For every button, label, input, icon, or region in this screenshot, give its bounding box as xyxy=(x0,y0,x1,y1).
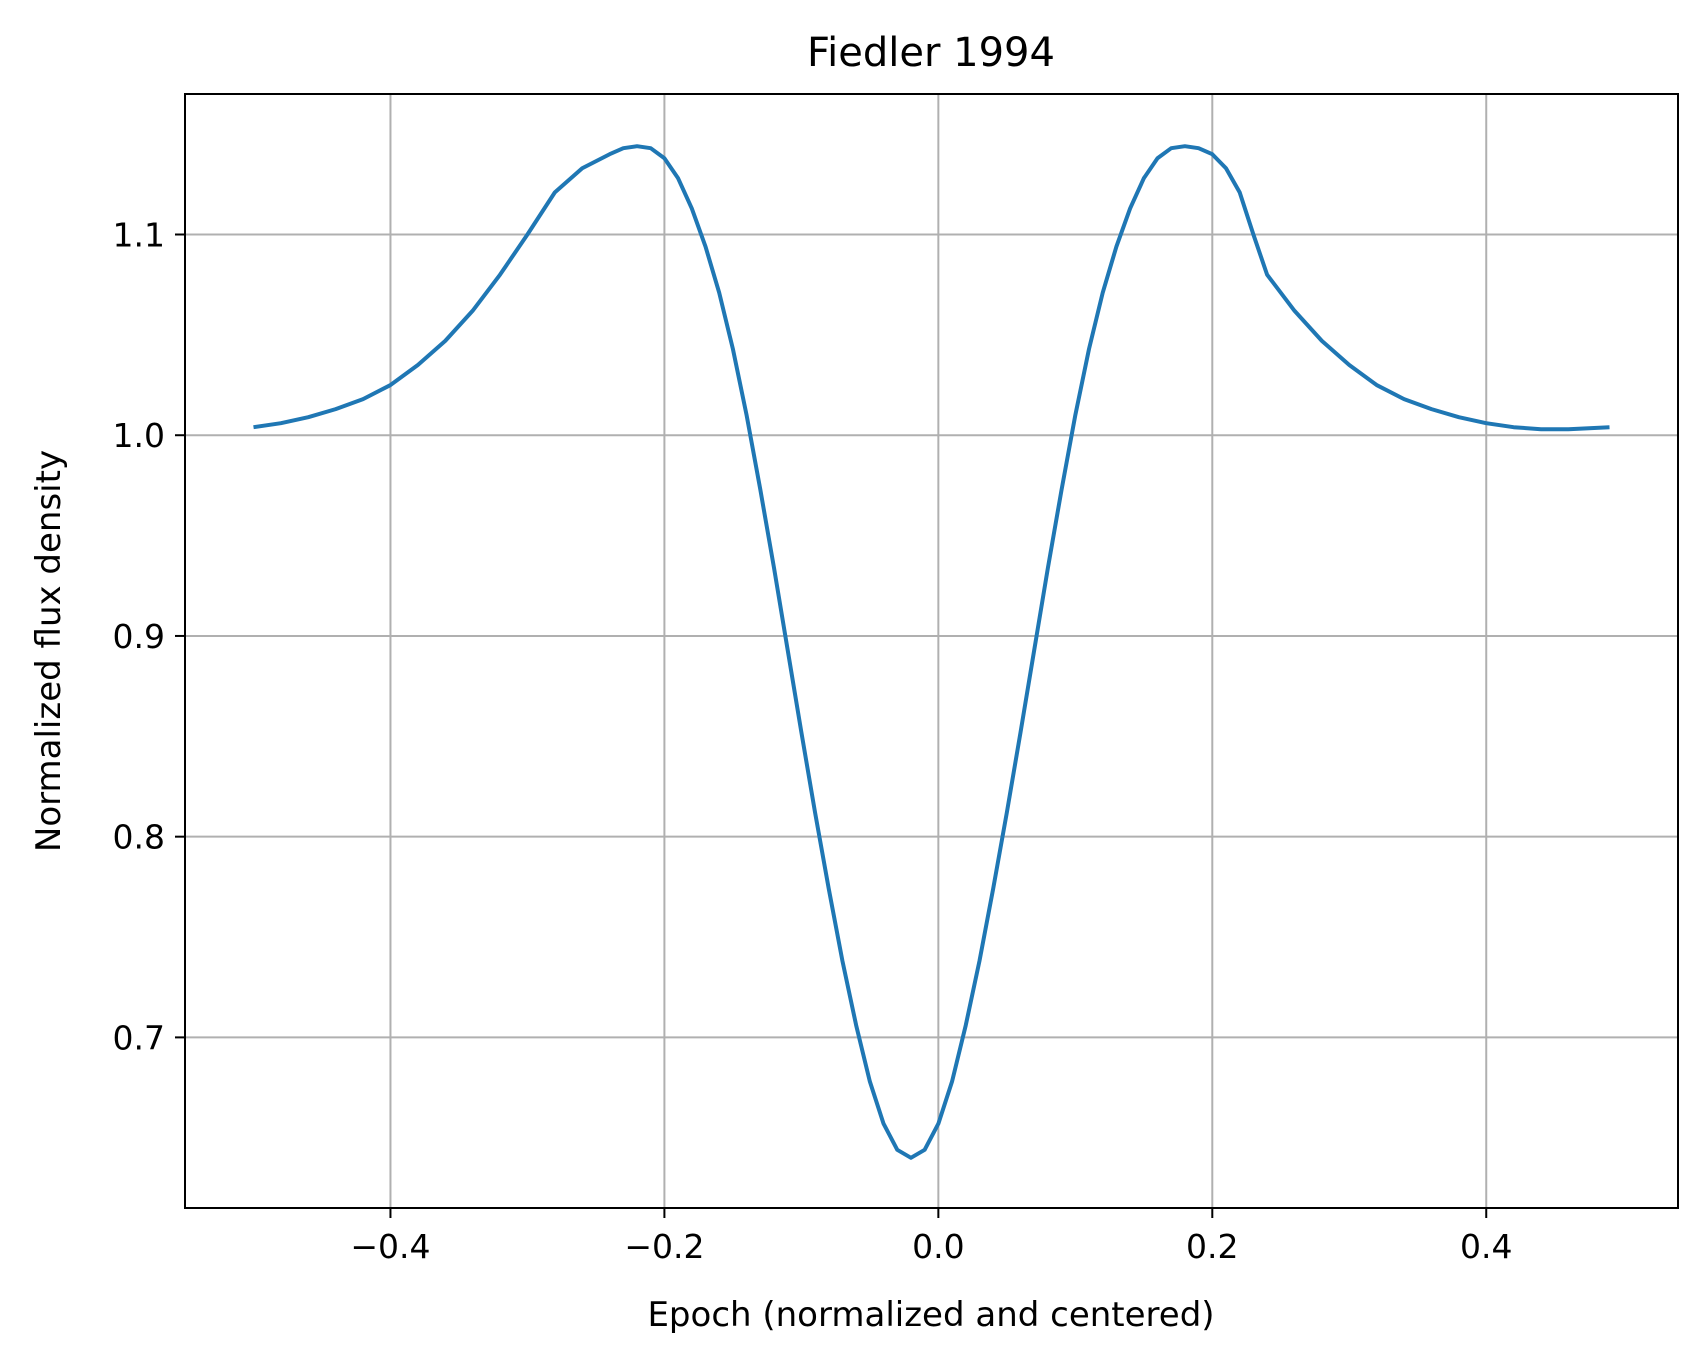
y-axis-label: Normalized flux density xyxy=(29,450,69,852)
series-layer xyxy=(253,144,1610,1160)
x-tick-label: 0.2 xyxy=(1186,1227,1238,1266)
y-tick-label: 1.0 xyxy=(113,416,165,455)
y-tick-label: 0.8 xyxy=(113,818,165,857)
chart-title: Fiedler 1994 xyxy=(807,30,1055,76)
plot-frame xyxy=(184,93,1679,1209)
grid xyxy=(185,94,1678,1208)
y-tick-label: 0.7 xyxy=(113,1018,165,1057)
x-tick-label: 0.4 xyxy=(1460,1227,1512,1266)
series-line xyxy=(253,144,1610,1160)
x-tick-label: −0.2 xyxy=(624,1227,704,1266)
y-tick-label: 1.1 xyxy=(113,216,165,255)
x-tick-label: −0.4 xyxy=(350,1227,430,1266)
ticks: −0.4 −0.2 0.0 0.2 0.4 0.7 0.8 0.9 1.0 1.1 xyxy=(113,216,1513,1266)
y-tick-label: 0.9 xyxy=(113,617,165,656)
x-tick-label: 0.0 xyxy=(912,1227,964,1266)
x-axis-label: Epoch (normalized and centered) xyxy=(647,1295,1214,1335)
